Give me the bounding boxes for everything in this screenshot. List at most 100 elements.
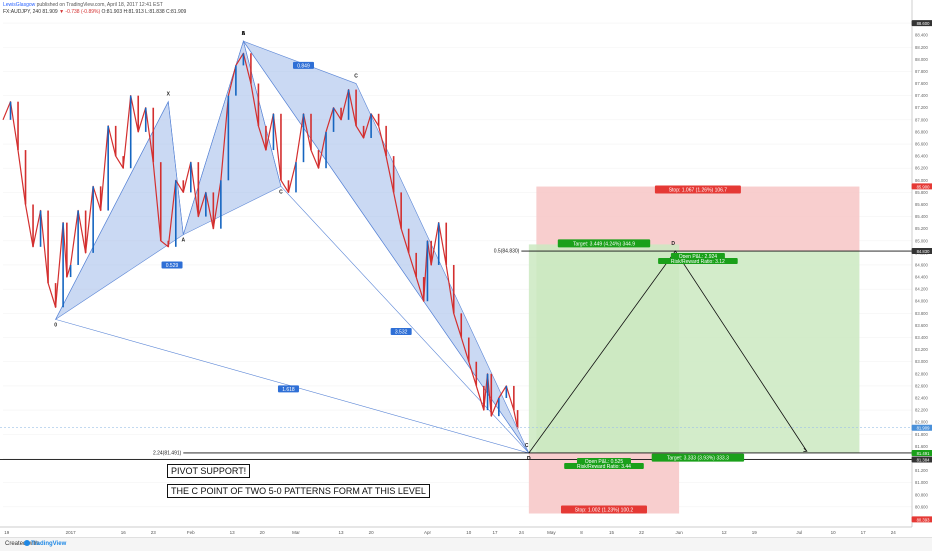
pattern-point-label: C (354, 74, 358, 80)
ratio-label: 3.532 (390, 327, 412, 335)
candle (99, 186, 102, 211)
y-tick-label: 80.800 (915, 492, 928, 497)
rr-label: Risk/Reward Ratio: 3.12 (658, 258, 738, 265)
pattern-point-label: A (242, 31, 246, 37)
candle (137, 95, 140, 132)
pattern-point-label: A (181, 238, 185, 244)
candle (66, 222, 68, 278)
y-tick-label: 83.000 (915, 359, 928, 364)
candle (122, 156, 124, 169)
candle (32, 204, 34, 247)
publish-text: published on TradingView.com, April 18, … (36, 2, 163, 8)
x-tick-label: 17 (493, 530, 499, 535)
footer-bar: Created with TradingView (0, 537, 932, 551)
candle (430, 240, 433, 265)
rr-label-text: Risk/Reward Ratio: 3.12 (671, 259, 725, 265)
note-pivot-support[interactable]: PIVOT SUPPORT! (167, 464, 251, 478)
price-badge-bg (911, 20, 932, 27)
candle (467, 337, 470, 362)
x-tick-label: Jun (675, 530, 683, 535)
pnl-label: Open P&L: 2.924 (670, 253, 725, 260)
y-tick-label: 86.600 (915, 142, 928, 147)
author-link[interactable]: LewisGlasgow (3, 2, 36, 8)
annotations: Target: 3.333 (3.93%) 333.3 Stop: 1.067 (… (54, 31, 745, 514)
target-label-text: Target: 3.449 (4.24%) 344.9 (573, 241, 635, 247)
candle (152, 107, 155, 163)
candle (287, 180, 290, 193)
candle (77, 210, 79, 265)
price-badge-bg (911, 449, 932, 456)
pattern-triangle (54, 100, 184, 321)
pnl-label-text: Open P&L: 0.525 (585, 459, 624, 465)
y-tick-label: 87.600 (915, 81, 928, 86)
price-badge-text: 80.393 (917, 517, 930, 522)
candle (407, 228, 410, 253)
x-tick-label: 10 (831, 530, 837, 535)
stop-label: Stop: 1.002 (1.23%) 100.2 (560, 505, 647, 514)
candle (377, 113, 380, 126)
projection-point-label: D (671, 241, 675, 247)
candle (220, 180, 222, 229)
candle (426, 240, 429, 302)
candle (190, 162, 192, 193)
candle (302, 113, 305, 163)
candle (362, 125, 365, 138)
candle (280, 113, 282, 181)
x-tick-label: 19 (752, 530, 758, 535)
y-tick-label: 87.000 (915, 117, 928, 122)
y-tick-label: 81.800 (915, 432, 928, 437)
y-tick-label: 84.600 (915, 262, 928, 267)
candle (9, 101, 12, 120)
y-tick-label: 84.400 (915, 275, 928, 280)
candle (114, 125, 117, 157)
y-tick-label: 84.000 (915, 299, 928, 304)
pattern-point-label: X (167, 92, 171, 98)
candle (62, 222, 64, 308)
rr-label-text: Risk/Reward Ratio: 3.44 (577, 464, 631, 470)
y-tick-label: 81.600 (915, 444, 928, 449)
tradingview-logo-icon (24, 540, 30, 546)
x-tick-label: 23 (151, 530, 157, 535)
candle (129, 95, 132, 169)
candle (250, 53, 252, 84)
x-tick-label: 15 (609, 530, 615, 535)
y-tick-label: 83.200 (915, 347, 928, 352)
candle (340, 107, 342, 120)
candle (242, 53, 245, 66)
y-axis: 88.600 88.400 88.200 88.000 87.800 87.600 87.4… (911, 0, 932, 527)
y-tick-label: 86.800 (915, 129, 928, 134)
price-path (2, 52, 519, 429)
candle (452, 264, 455, 314)
ratio-label-bg (277, 385, 299, 393)
y-tick-label: 87.200 (915, 105, 928, 110)
y-tick-label: 83.400 (915, 335, 928, 340)
note-c-point[interactable]: THE C POINT OF TWO 5-0 PATTERNS FORM AT … (167, 484, 430, 498)
y-tick-label: 88.000 (915, 57, 928, 62)
price-badge: 85.900 (911, 183, 932, 189)
candle (445, 222, 448, 265)
change-value: ▼ -0.738 (-0.89%) (59, 9, 101, 15)
price-badge-text: 84.830 (917, 249, 930, 254)
y-tick-label: 81.000 (915, 480, 928, 485)
created-with-label: Created with (5, 541, 39, 547)
candle (107, 125, 109, 211)
level-lines (0, 250, 912, 460)
candle (516, 410, 519, 429)
x-tick-label: 22 (639, 530, 645, 535)
candle (460, 313, 463, 338)
ratio-label-text: 0.529 (166, 263, 179, 269)
candle (205, 192, 207, 217)
y-tick-label: 85.400 (915, 214, 928, 219)
candle (370, 113, 372, 138)
y-tick-label: 88.400 (915, 33, 928, 38)
price-badge-text: 81.491 (917, 451, 930, 456)
price-badge-text: 81.909 (917, 426, 930, 431)
x-axis: 19 2017 16 23 Feb 13 20 Mar 13 20 Apr 10 17 24 May 8 15 2… (0, 526, 912, 535)
candle (513, 385, 515, 411)
y-tick-label: 83.800 (915, 311, 928, 316)
tradingview-brand[interactable]: TradingView (31, 541, 67, 547)
candle (482, 385, 485, 411)
x-tick-label: 24 (891, 530, 897, 535)
symbol-header: FX:AUDJPY, 240 81.909 ▼ -0.738 (-0.89%) … (3, 9, 186, 15)
